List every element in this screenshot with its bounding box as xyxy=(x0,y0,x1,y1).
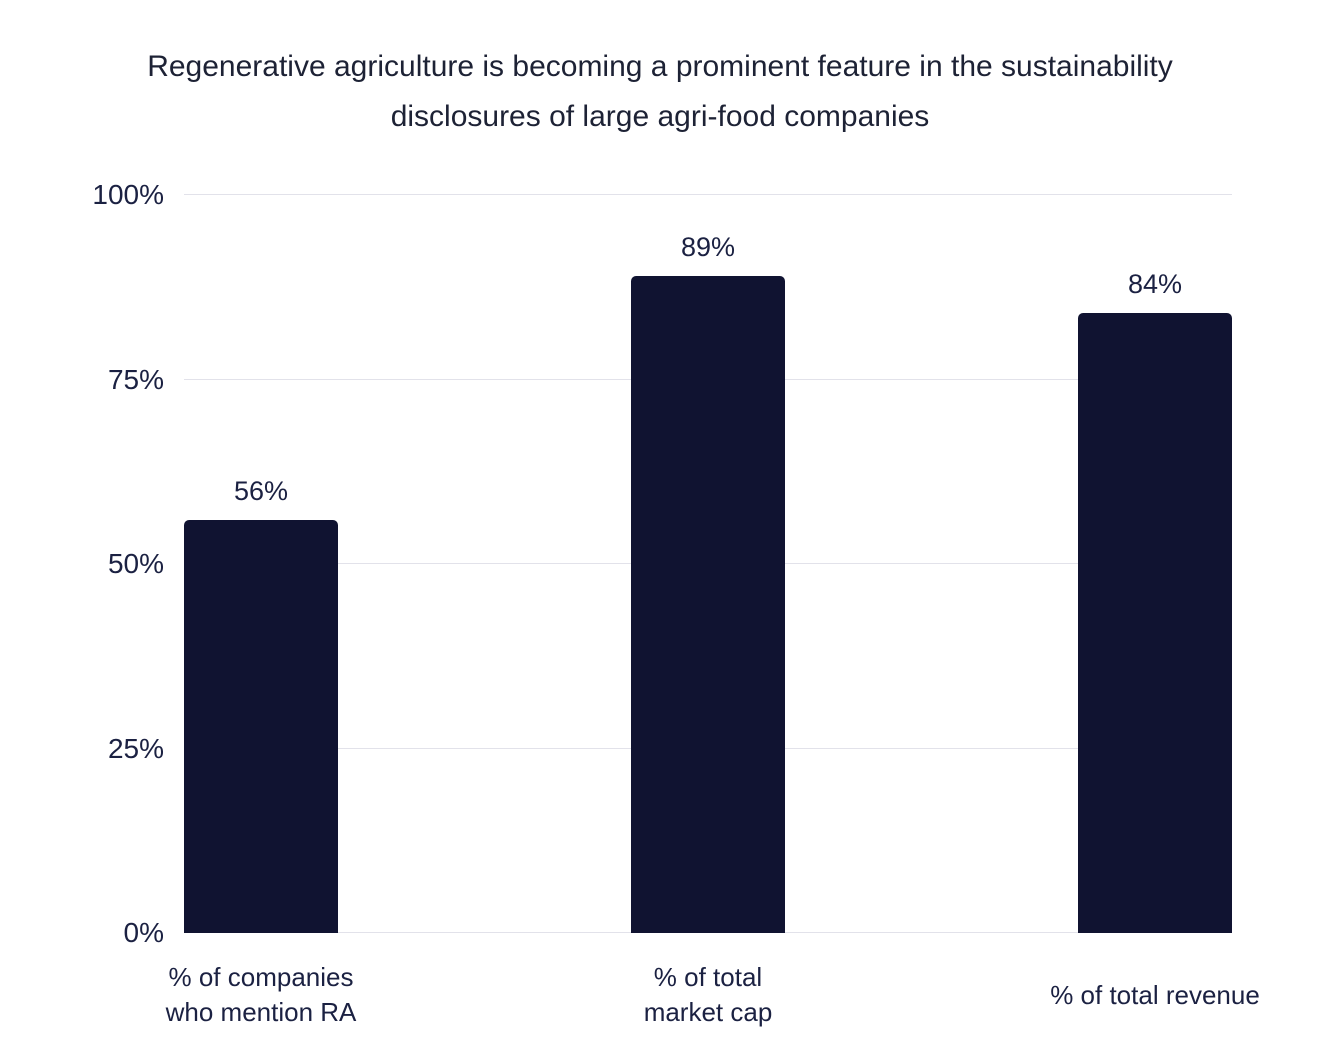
y-axis-tick-label: 25% xyxy=(107,732,164,764)
chart-title-line-1: Regenerative agriculture is becoming a p… xyxy=(147,50,1173,83)
x-axis-category-label-line: market cap xyxy=(643,997,773,1027)
bar-value-label: 89% xyxy=(680,232,736,263)
bar-value-label: 56% xyxy=(233,475,289,506)
bar xyxy=(184,519,338,933)
x-axis-category-label-line: % of total xyxy=(653,962,763,992)
bar xyxy=(631,276,785,933)
x-axis-category-label: % of total revenue xyxy=(985,959,1320,1031)
bar xyxy=(1078,313,1232,933)
chart-title-line-2: disclosures of large agri-food companies xyxy=(390,100,930,133)
x-axis-category-label-line: % of total revenue xyxy=(1050,979,1260,1010)
x-axis-category-label: % of total market cap xyxy=(538,959,878,1031)
gridline xyxy=(184,194,1232,195)
x-axis-category-label: % of companies who mention RA xyxy=(91,959,431,1031)
y-axis-tick-label: 50% xyxy=(107,548,164,579)
plot-area: 0% 25% 50% 75% 100% 56% % of companies who ment… xyxy=(92,181,1259,1028)
y-axis-tick-label: 75% xyxy=(107,363,164,395)
bar-value-label: 84% xyxy=(1127,269,1183,300)
y-axis-tick-label: 100% xyxy=(92,179,164,210)
x-axis-category-label-line: who mention RA xyxy=(165,997,357,1027)
x-axis-category-label-line: % of companies xyxy=(168,962,354,992)
chart-title: Regenerative agriculture is becoming a p… xyxy=(0,42,1320,142)
y-axis-tick-label: 0% xyxy=(123,917,164,948)
